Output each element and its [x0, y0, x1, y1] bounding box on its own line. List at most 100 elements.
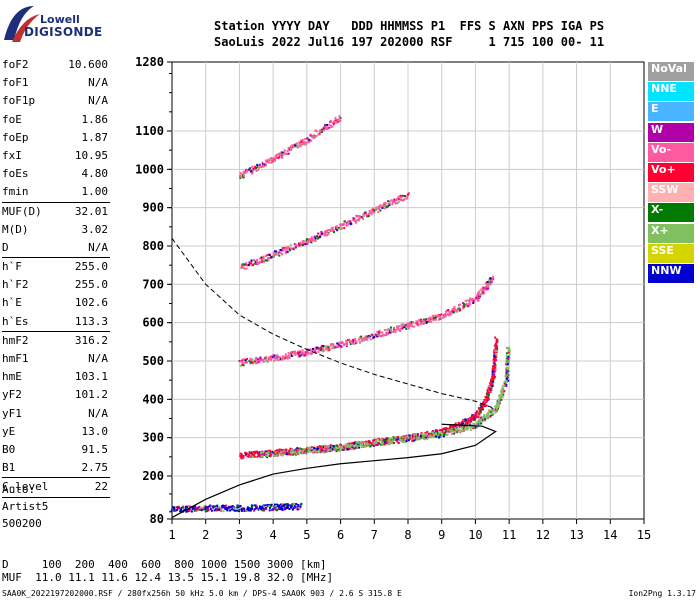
echo-point — [278, 449, 281, 452]
echo-point — [260, 506, 263, 509]
echo-point — [270, 455, 273, 458]
echo-point — [345, 344, 348, 347]
echo-point — [397, 441, 400, 444]
echo-point — [450, 309, 453, 312]
echo-point — [349, 222, 352, 225]
density-profile-line — [171, 423, 497, 519]
echo-point — [293, 451, 296, 454]
echo-point — [375, 441, 378, 444]
echo-point — [354, 340, 357, 343]
echo-point — [288, 450, 291, 453]
echo-point — [467, 299, 470, 302]
echo-point — [242, 507, 245, 510]
echo-point — [220, 505, 223, 508]
echo-point — [386, 328, 389, 331]
echo-point — [419, 438, 422, 441]
echo-point — [363, 337, 366, 340]
echo-point — [282, 248, 285, 251]
echo-point — [278, 154, 281, 157]
echo-point — [495, 346, 498, 349]
echo-point — [481, 417, 484, 420]
echo-point — [226, 509, 229, 512]
echo-point — [508, 352, 511, 355]
echo-point — [251, 166, 254, 169]
echo-point — [479, 411, 482, 414]
echo-point — [455, 309, 458, 312]
echo-point — [281, 358, 284, 361]
echo-point — [502, 387, 505, 390]
echo-point — [462, 426, 465, 429]
echo-point — [215, 508, 218, 511]
echo-point — [431, 431, 434, 434]
echo-point — [457, 304, 460, 307]
echo-point — [300, 448, 303, 451]
echo-point — [288, 507, 291, 510]
echo-point — [343, 445, 346, 448]
param-name: yF1 — [2, 406, 22, 420]
echo-point — [479, 419, 482, 422]
echo-point — [376, 330, 379, 333]
echo-point — [305, 238, 308, 241]
echo-point — [407, 439, 410, 442]
echo-point — [249, 357, 252, 360]
echo-point — [425, 318, 428, 321]
echo-point — [457, 425, 460, 428]
echo-point — [346, 448, 349, 451]
echo-point — [338, 117, 341, 120]
echo-point — [330, 126, 333, 129]
echo-point — [438, 433, 441, 436]
echo-point — [431, 433, 434, 436]
echo-point — [376, 207, 379, 210]
echo-point — [234, 509, 237, 512]
echo-point — [267, 505, 270, 508]
echo-point — [278, 505, 281, 508]
echo-point — [493, 409, 496, 412]
echo-point — [369, 443, 372, 446]
echo-point — [317, 449, 320, 452]
echo-point — [326, 349, 329, 352]
echo-point — [467, 305, 470, 308]
echo-point — [283, 153, 286, 156]
echo-point — [309, 237, 312, 240]
echo-point — [372, 444, 375, 447]
echo-point — [418, 319, 421, 322]
echo-point — [286, 150, 289, 153]
param-divider — [2, 477, 110, 479]
echo-point — [265, 507, 268, 510]
echo-point — [420, 434, 423, 437]
echo-point — [301, 242, 304, 245]
echo-point — [490, 388, 493, 391]
echo-point — [506, 346, 509, 349]
echo-point — [385, 332, 388, 335]
y-tick-label: 80 — [150, 512, 164, 526]
echo-point — [369, 212, 372, 215]
echo-point — [477, 299, 480, 302]
echo-point — [472, 418, 475, 421]
echo-point — [401, 327, 404, 330]
echo-point — [497, 403, 500, 406]
echo-point — [289, 504, 292, 507]
echo-point — [356, 215, 359, 218]
echo-point — [487, 393, 490, 396]
echo-point — [240, 457, 243, 460]
echo-point — [277, 355, 280, 358]
echo-point — [411, 320, 414, 323]
echo-point — [406, 435, 409, 438]
echo-point — [240, 509, 243, 512]
echo-point — [458, 308, 461, 311]
echo-point — [379, 335, 382, 338]
echo-point — [279, 506, 282, 509]
echo-point — [504, 375, 507, 378]
echo-point — [276, 153, 279, 156]
echo-point — [289, 447, 292, 450]
echo-point — [282, 451, 285, 454]
echo-point — [284, 453, 287, 456]
echo-point — [479, 295, 482, 298]
echo-point — [413, 434, 416, 437]
echo-point — [261, 505, 264, 508]
param-value: 1.86 — [81, 112, 109, 126]
echo-point — [272, 452, 275, 455]
echo-point — [324, 234, 327, 237]
echo-point — [185, 505, 188, 508]
echo-point — [340, 227, 343, 230]
